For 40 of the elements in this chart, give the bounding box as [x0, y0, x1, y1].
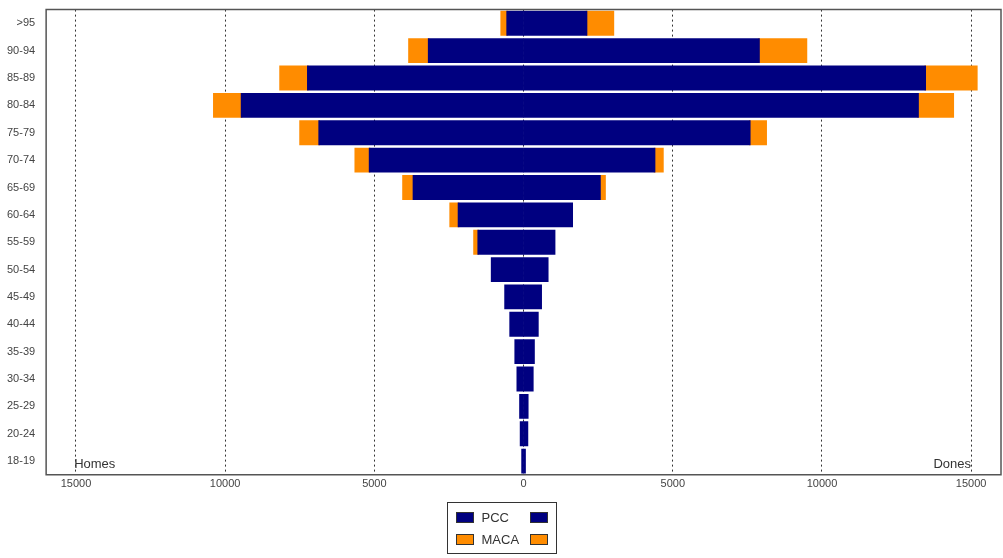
- y-tick-label: 20-24: [6, 426, 36, 439]
- bar: [449, 202, 460, 228]
- bar: [917, 92, 955, 118]
- x-tick-label: 15000: [60, 477, 92, 490]
- x-tick-label: 5000: [660, 477, 686, 490]
- y-tick-label: 60-64: [6, 207, 36, 220]
- bar: [299, 120, 320, 146]
- legend-label: MACA: [481, 531, 521, 547]
- y-tick-label: 25-29: [6, 399, 36, 412]
- x-tick-label: 10000: [806, 477, 838, 490]
- y-tick-label: 18-19: [6, 454, 36, 467]
- legend-label: PCC: [481, 509, 510, 525]
- bar: [402, 175, 415, 200]
- y-tick-label: 75-79: [6, 125, 36, 138]
- annotation: Homes: [74, 455, 116, 471]
- y-tick-label: 55-59: [6, 235, 36, 248]
- bar: [924, 65, 978, 91]
- x-tick-label: 5000: [362, 477, 387, 490]
- y-tick-label: 80-84: [6, 98, 36, 111]
- bar: [653, 147, 664, 173]
- y-tick-label: 45-49: [6, 289, 36, 302]
- annotation: Dones: [933, 455, 972, 471]
- bar: [585, 10, 615, 36]
- bar: [354, 147, 371, 173]
- x-tick-label: 15000: [955, 477, 987, 490]
- y-tick-label: 30-34: [6, 372, 36, 385]
- x-tick-label: 0: [520, 477, 527, 490]
- y-tick-label: 90-94: [6, 43, 36, 56]
- bar: [279, 65, 309, 91]
- y-tick-label: >95: [16, 16, 36, 29]
- y-tick-label: 50-54: [6, 262, 36, 275]
- y-tick-label: 85-89: [6, 71, 36, 84]
- x-tick-label: 10000: [209, 477, 241, 490]
- bar: [213, 92, 243, 118]
- y-tick-label: 35-39: [6, 344, 36, 357]
- bar: [408, 38, 430, 64]
- y-tick-label: 70-74: [6, 153, 36, 166]
- bar: [758, 38, 808, 64]
- y-tick-label: 65-69: [6, 180, 36, 193]
- y-tick-label: 40-44: [6, 317, 36, 330]
